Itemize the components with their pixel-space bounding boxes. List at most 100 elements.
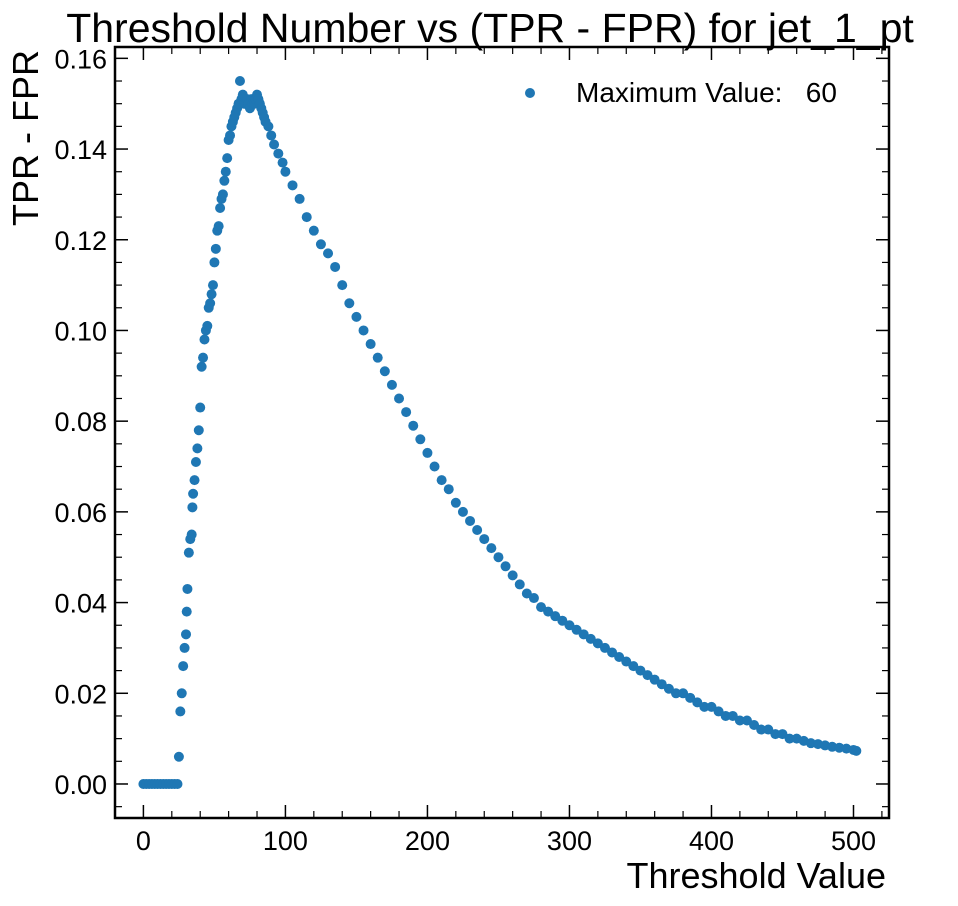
ticks-layer: 0 100 200 300 400 500 0.00 0.02 0.04 0.06 0.08 0.10…: [54, 44, 889, 856]
data-point: [422, 447, 433, 458]
data-point: [189, 475, 200, 486]
data-point: [181, 606, 192, 617]
data-point: [202, 320, 213, 331]
data-point: [550, 611, 561, 622]
data-point: [188, 488, 199, 499]
data-point: [479, 534, 490, 545]
data-point: [187, 502, 198, 513]
data-point: [195, 402, 206, 413]
data-point: [543, 606, 554, 617]
data-point: [528, 593, 539, 604]
data-point: [210, 243, 221, 254]
data-point: [266, 130, 277, 141]
data-point: [179, 642, 190, 653]
data-point: [206, 289, 217, 300]
data-point: [394, 393, 405, 404]
data-point: [386, 379, 397, 390]
x-tick-label: 500: [831, 826, 876, 856]
data-point: [749, 720, 760, 731]
data-point: [585, 633, 596, 644]
data-point: [401, 407, 412, 418]
data-point: [649, 674, 660, 685]
data-point: [181, 629, 192, 640]
data-point: [358, 325, 369, 336]
data-point: [592, 638, 603, 649]
data-point: [176, 688, 187, 699]
data-point: [351, 311, 362, 322]
data-point: [192, 443, 203, 454]
data-point: [183, 547, 194, 558]
data-point: [571, 624, 582, 635]
data-point: [277, 157, 288, 168]
data-point: [507, 570, 518, 581]
data-point: [784, 733, 795, 744]
chart-title: Threshold Number vs (TPR - FPR) for jet_…: [66, 5, 914, 51]
data-point: [727, 710, 738, 721]
x-tick-label: 300: [547, 826, 592, 856]
data-point: [678, 688, 689, 699]
data-point: [741, 715, 752, 726]
data-point: [628, 661, 639, 672]
data-point: [215, 203, 226, 214]
x-tick-label: 0: [136, 826, 151, 856]
data-point: [198, 352, 209, 363]
data-point: [301, 212, 312, 223]
y-tick-label: 0.08: [54, 407, 107, 437]
x-tick-label: 200: [405, 826, 450, 856]
data-point: [663, 683, 674, 694]
data-point: [222, 153, 233, 164]
data-point: [706, 701, 717, 712]
data-point: [486, 543, 497, 554]
data-point: [269, 139, 280, 150]
data-point: [287, 180, 298, 191]
data-point: [372, 352, 383, 363]
x-axis-label: Threshold Value: [627, 855, 887, 896]
data-point: [172, 778, 183, 789]
data-point: [436, 475, 447, 486]
data-point: [493, 552, 504, 563]
data-point: [263, 121, 274, 132]
data-point: [465, 515, 476, 526]
data-point: [294, 193, 305, 204]
data-point: [457, 506, 468, 517]
legend: Maximum Value: 60: [525, 77, 837, 108]
y-tick-label: 0.14: [54, 135, 107, 165]
data-point: [536, 602, 547, 613]
data-point: [205, 298, 216, 309]
data-point: [220, 166, 231, 177]
points-layer: [138, 76, 862, 789]
data-point: [186, 529, 197, 540]
data-point: [280, 166, 291, 177]
data-point: [207, 280, 218, 291]
data-point: [642, 670, 653, 681]
data-point: [851, 745, 862, 756]
data-point: [635, 665, 646, 676]
x-tick-label: 100: [263, 826, 308, 856]
data-point: [408, 420, 419, 431]
data-point: [344, 298, 355, 309]
data-point: [337, 280, 348, 291]
data-point: [175, 706, 186, 717]
data-point: [713, 706, 724, 717]
y-axis-label: TPR - FPR: [5, 50, 46, 226]
data-point: [607, 647, 618, 658]
data-point: [217, 189, 228, 200]
data-point: [182, 583, 193, 594]
data-point: [599, 642, 610, 653]
data-point: [472, 525, 483, 536]
data-point: [450, 497, 461, 508]
data-point: [578, 629, 589, 640]
data-point: [415, 434, 426, 445]
data-point: [213, 221, 224, 232]
data-point: [656, 679, 667, 690]
data-point: [196, 361, 207, 372]
data-point: [190, 456, 201, 467]
data-point: [225, 130, 236, 141]
data-point: [692, 697, 703, 708]
data-point: [670, 688, 681, 699]
data-point: [770, 729, 781, 740]
data-point: [219, 175, 230, 186]
data-point: [521, 588, 532, 599]
legend-label: Maximum Value: 60: [576, 77, 837, 108]
